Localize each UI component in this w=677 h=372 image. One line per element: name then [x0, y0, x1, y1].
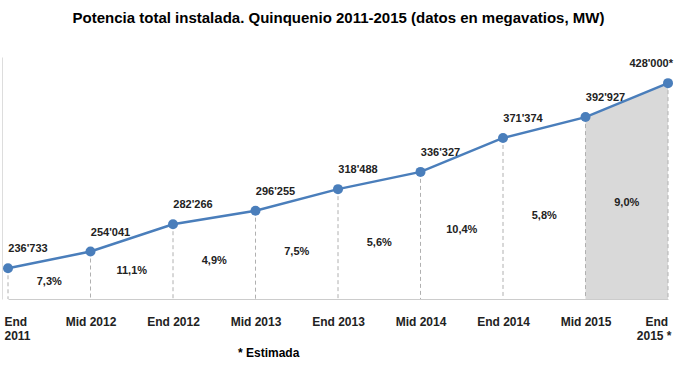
growth-label: 5,8% [532, 209, 557, 221]
drop-line [90, 252, 91, 299]
x-tick: End 2011 [5, 299, 31, 343]
x-tick: Mid 2013 [231, 299, 282, 329]
data-label: 236'733 [8, 242, 47, 254]
growth-label: 10,4% [446, 223, 477, 235]
x-tick-label: End 2015 * [637, 315, 672, 343]
drop-line [668, 83, 669, 299]
x-tick-label: End 2012 [147, 315, 200, 329]
growth-label: 7,5% [284, 245, 309, 257]
series-line [8, 83, 668, 268]
drop-line [338, 189, 339, 299]
x-axis: End 2011 Mid 2012 End 2012 Mid 2013 End 2013… [5, 299, 672, 343]
marker [168, 219, 178, 229]
data-labels: 236'733 254'041 282'266 296'255 318'488 336'3… [8, 57, 673, 254]
x-tick-label: End 2014 [477, 315, 530, 329]
growth-label: 5,6% [367, 236, 392, 248]
estimate-area [586, 83, 669, 299]
data-label: 318'488 [338, 163, 377, 175]
title: Potencia total instalada. Quinquenio 201… [73, 9, 605, 26]
marker [663, 78, 673, 88]
marker [581, 112, 591, 122]
x-tick-label: End 2013 [312, 315, 365, 329]
x-tick: End 2013 [312, 299, 365, 329]
x-tick: End 2014 [477, 299, 530, 329]
x-tick: Mid 2015 [561, 299, 612, 329]
growth-labels: 7,3% 11,1% 4,9% 7,5% 5,6% 10,4% 5,8% 9,0% [37, 196, 640, 288]
x-tick: Mid 2012 [66, 299, 117, 329]
note: * Estimada [238, 346, 300, 360]
x-tick-label: Mid 2015 [561, 315, 612, 329]
growth-label: 7,3% [37, 275, 62, 287]
drop-line [173, 224, 174, 299]
chart: Potencia total instalada. Quinquenio 201… [0, 0, 677, 372]
data-label: 428'000* [629, 57, 673, 69]
data-label: 336'327 [421, 146, 460, 158]
y-axis [2, 58, 3, 300]
marker [498, 133, 508, 143]
x-tick-label: Mid 2012 [66, 315, 117, 329]
data-label: 392'927 [586, 91, 625, 103]
x-tick: End 2015 * [637, 299, 672, 343]
data-label: 254'041 [91, 226, 130, 238]
drop-line [503, 138, 504, 299]
drop-line [420, 172, 421, 299]
marker [86, 247, 96, 257]
x-tick-label: End 2011 [5, 315, 31, 343]
data-label: 282'266 [173, 198, 212, 210]
y-axis-line [2, 58, 3, 300]
x-tick: End 2012 [147, 299, 200, 329]
x-axis-line [9, 299, 669, 300]
growth-label: 9,0% [614, 196, 639, 208]
marker [3, 263, 13, 273]
data-label: 296'255 [256, 185, 295, 197]
growth-label: 4,9% [202, 254, 227, 266]
plot-area [3, 78, 673, 299]
growth-label: 11,1% [116, 264, 147, 276]
marker [333, 184, 343, 194]
x-tick-label: Mid 2014 [396, 315, 447, 329]
marker [251, 206, 261, 216]
marker [416, 167, 426, 177]
drop-line [255, 211, 256, 299]
x-tick-label: Mid 2013 [231, 315, 282, 329]
drop-line [585, 117, 586, 299]
data-label: 371'374 [503, 112, 543, 124]
x-tick: Mid 2014 [396, 299, 447, 329]
